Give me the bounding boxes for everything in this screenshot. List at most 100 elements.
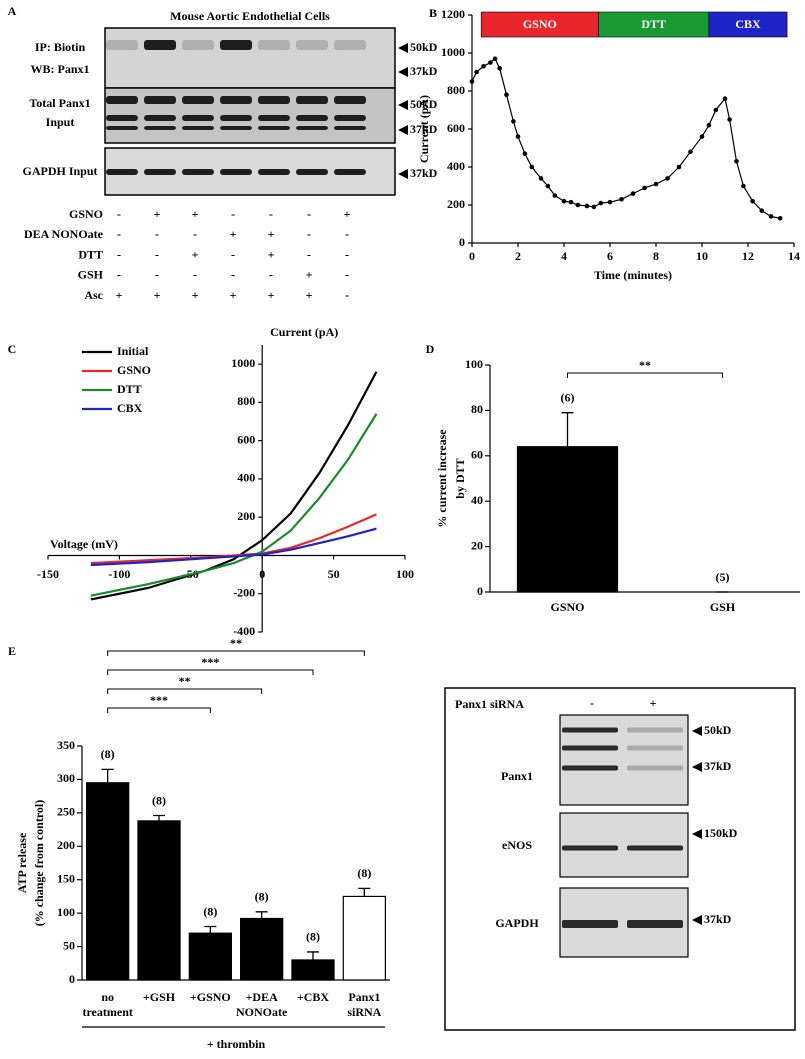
y-tick-label: 350 bbox=[57, 738, 75, 752]
significance-bracket bbox=[107, 707, 211, 713]
y-tick-label: 800 bbox=[237, 394, 255, 408]
x-tick-label: 6 bbox=[607, 249, 613, 263]
blot-band bbox=[627, 745, 683, 751]
blot-marker: 37kD bbox=[704, 759, 732, 773]
y-axis-title: by DTT bbox=[453, 458, 467, 498]
blot-band bbox=[627, 845, 683, 851]
blot-band bbox=[334, 126, 366, 130]
blot-band bbox=[562, 745, 618, 751]
blot-band bbox=[182, 126, 214, 130]
bar bbox=[188, 932, 232, 981]
panel-label: B bbox=[429, 6, 437, 20]
data-point bbox=[665, 176, 670, 181]
bar bbox=[516, 446, 619, 593]
condition-label: GSNO bbox=[523, 17, 557, 31]
blot-band bbox=[144, 96, 176, 104]
data-point bbox=[768, 214, 774, 219]
blot-marker: 50kD bbox=[704, 723, 732, 737]
treatment-sign: - bbox=[345, 288, 349, 302]
treatment-sign: + bbox=[192, 207, 199, 221]
x-tick-label: treatment bbox=[82, 1005, 132, 1019]
x-tick-label: 100 bbox=[396, 567, 414, 581]
x-tick-label: 0 bbox=[259, 567, 265, 581]
legend-label: GSNO bbox=[117, 363, 151, 377]
footnote: + thrombin bbox=[207, 1037, 266, 1051]
y-tick-label: 400 bbox=[447, 159, 465, 173]
y-tick-label: 600 bbox=[237, 432, 255, 446]
marker-arrow bbox=[398, 125, 408, 135]
significance-label: ** bbox=[639, 358, 651, 372]
blot-band bbox=[106, 96, 138, 104]
treatment-sign: + bbox=[306, 268, 313, 282]
data-point bbox=[713, 107, 719, 113]
x-tick-label: 0 bbox=[469, 249, 475, 263]
data-point bbox=[545, 183, 551, 189]
n-label: (6) bbox=[561, 390, 575, 404]
blot-row-label: Panx1 bbox=[501, 769, 533, 783]
n-label: (8) bbox=[101, 747, 115, 761]
y-tick-label: 1000 bbox=[441, 45, 465, 59]
y-axis-title: (% change from control) bbox=[32, 800, 46, 927]
blot-marker: 37kD bbox=[704, 912, 732, 926]
y-tick-label: 0 bbox=[69, 972, 75, 986]
data-point bbox=[568, 199, 574, 205]
treatment-sign: + bbox=[230, 288, 237, 302]
y-tick-label: 250 bbox=[57, 805, 75, 819]
y-tick-label: 200 bbox=[57, 838, 75, 852]
blot-band bbox=[258, 126, 290, 130]
blot-band bbox=[296, 115, 328, 121]
blot-title: Mouse Aortic Endothelial Cells bbox=[170, 9, 330, 23]
treatment-sign: - bbox=[231, 268, 235, 282]
error-bar bbox=[561, 412, 574, 447]
y-tick-label: 200 bbox=[447, 197, 465, 211]
blot-band bbox=[144, 40, 176, 50]
y-tick-label: 200 bbox=[237, 509, 255, 523]
blot-row-label: eNOS bbox=[502, 838, 532, 852]
blot-band bbox=[106, 115, 138, 121]
significance-label: *** bbox=[150, 693, 168, 707]
blot-row-label: Input bbox=[46, 115, 75, 129]
data-point bbox=[591, 204, 597, 210]
data-point bbox=[759, 208, 765, 213]
blot-row-label: GAPDH bbox=[495, 916, 539, 930]
y-tick-label: 20 bbox=[471, 538, 483, 552]
data-point bbox=[504, 92, 509, 98]
blot-row-label: WB: Panx1 bbox=[30, 62, 89, 76]
blot-band bbox=[106, 126, 138, 130]
blot bbox=[104, 27, 396, 89]
data-point bbox=[706, 122, 712, 128]
data-point bbox=[653, 181, 659, 187]
treatment-sign: - bbox=[307, 247, 311, 261]
blot-band bbox=[258, 115, 290, 121]
marker-arrow bbox=[692, 829, 702, 839]
treatment-sign: + bbox=[306, 288, 313, 302]
treatment-sign: - bbox=[117, 268, 121, 282]
condition-band bbox=[480, 11, 599, 38]
data-point bbox=[734, 159, 739, 164]
blot-band bbox=[627, 765, 683, 771]
significance-bracket bbox=[107, 650, 365, 656]
significance-bracket bbox=[567, 372, 723, 378]
treatment-sign: - bbox=[269, 207, 273, 221]
treatment-label: GSH bbox=[78, 268, 104, 282]
blot bbox=[559, 812, 689, 878]
blot-marker: 150kD bbox=[704, 826, 738, 840]
data-point bbox=[481, 64, 486, 69]
n-label: (8) bbox=[306, 930, 320, 944]
x-tick-label: 14 bbox=[788, 249, 800, 263]
data-point bbox=[619, 197, 624, 202]
data-point bbox=[727, 117, 732, 122]
error-bar bbox=[255, 911, 268, 919]
treatment-sign: - bbox=[231, 207, 235, 221]
treatment-sign: + bbox=[154, 207, 161, 221]
series-line bbox=[90, 371, 378, 601]
blot-band bbox=[220, 169, 252, 175]
treatment-sign: - bbox=[193, 227, 197, 241]
error-bar bbox=[204, 925, 217, 934]
data-point bbox=[469, 79, 475, 84]
bar bbox=[240, 917, 284, 981]
lane-label: + bbox=[650, 696, 657, 710]
y-tick-label: 300 bbox=[57, 771, 75, 785]
blot-band bbox=[258, 40, 290, 50]
data-point bbox=[777, 216, 783, 221]
